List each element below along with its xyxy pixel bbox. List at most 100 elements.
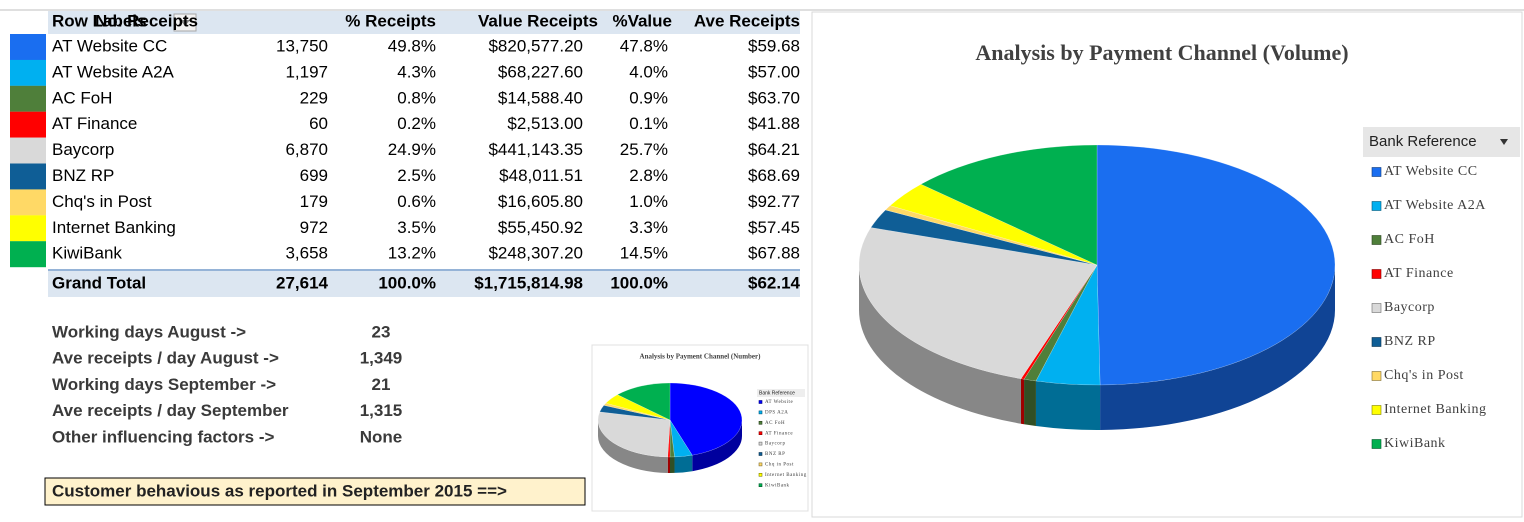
note-box <box>44 477 586 506</box>
table-cell: $67.88 <box>748 244 800 263</box>
legend-marker <box>758 420 763 425</box>
column-header: No. Receipts <box>95 11 198 30</box>
small-legend-title: Bank Reference <box>759 390 795 396</box>
table-cell: 0.8% <box>397 88 436 107</box>
table-cell: 60 <box>309 114 328 133</box>
table-cell: $2,513.00 <box>507 114 583 133</box>
stat-value: 21 <box>372 375 391 394</box>
table-cell: BNZ RP <box>52 166 114 185</box>
legend-marker <box>758 431 763 436</box>
table-cell: AT Website CC <box>52 36 167 55</box>
table-cell: $68.69 <box>748 166 800 185</box>
table-cell: 4.0% <box>629 62 668 81</box>
table-cell: $64.21 <box>748 140 800 159</box>
legend-dropdown-arrow[interactable] <box>1500 139 1508 145</box>
column-header: % Receipts <box>345 11 436 30</box>
table-cell: 3,658 <box>285 244 328 263</box>
table-cell: 24.9% <box>388 140 436 159</box>
chart-title: Analysis by Payment Channel (Volume) <box>975 40 1348 65</box>
pie-slice-side <box>1035 380 1101 430</box>
legend-marker <box>758 400 763 404</box>
legend-label: DPS A2A <box>765 411 788 416</box>
total-cell: $1,715,814.98 <box>474 273 583 292</box>
pie-slice <box>858 227 1098 379</box>
table-cell: 1,197 <box>285 62 328 81</box>
table-cell: 4.3% <box>397 62 436 81</box>
legend-label: Chq in Post <box>765 463 794 468</box>
small-legend-header-box <box>757 389 805 397</box>
pie-slice-side <box>598 420 668 473</box>
row-swatch <box>10 111 46 138</box>
table-cell: 3.5% <box>397 218 436 237</box>
column-header: Value Receipts <box>478 11 598 30</box>
pie-slice <box>1096 144 1336 386</box>
total-cell: 27,614 <box>276 273 329 292</box>
table-cell: $41.88 <box>748 114 800 133</box>
row-swatch <box>10 34 46 60</box>
legend-label: BNZ RP <box>1384 334 1436 349</box>
legend-marker <box>758 472 763 477</box>
pie-slice <box>669 382 743 456</box>
table-cell: $441,143.35 <box>488 140 583 159</box>
legend-label: Internet Banking <box>1384 402 1486 417</box>
table-cell: $57.00 <box>748 62 800 81</box>
column-header: Ave Receipts <box>694 11 800 30</box>
table-cell: $820,577.20 <box>488 36 583 55</box>
pie-slice-side <box>1100 265 1335 430</box>
legend-label: AC FoH <box>765 421 785 426</box>
pie-slice-side <box>859 265 1021 424</box>
legend-marker <box>758 483 763 488</box>
filter-button[interactable] <box>173 13 197 32</box>
legend-marker <box>758 410 763 415</box>
pie-slice-side <box>667 456 670 473</box>
table-cell: $248,307.20 <box>488 244 583 263</box>
table-cell: Internet Banking <box>52 218 176 237</box>
column-header: Row Labels <box>52 11 146 30</box>
legend-header-box[interactable] <box>1363 127 1520 157</box>
row-swatch <box>10 241 46 268</box>
legend-marker <box>758 441 763 446</box>
filter-arrow[interactable] <box>180 20 190 26</box>
table-cell: 13,750 <box>276 36 328 55</box>
legend-label: BNZ RP <box>765 452 785 457</box>
table-cell: 0.6% <box>397 192 436 211</box>
table-cell: 49.8% <box>388 36 436 55</box>
stat-value: None <box>360 427 403 446</box>
pie-slice <box>597 411 671 458</box>
pie-slice <box>889 183 1098 266</box>
table-cell: $68,227.60 <box>498 62 583 81</box>
pie-slice-side <box>674 455 693 473</box>
table-cell: 13.2% <box>388 244 436 263</box>
table-cell: 3.3% <box>629 218 668 237</box>
table-cell: 699 <box>300 166 328 185</box>
row-swatch <box>10 189 46 216</box>
stat-label: Ave receipts / day August -> <box>52 349 279 368</box>
stat-label: Working days September -> <box>52 375 276 394</box>
legend-marker <box>1371 303 1382 313</box>
pie-slice-side <box>1024 379 1036 426</box>
pie-slice <box>1023 264 1098 382</box>
pie-slice <box>885 205 1098 266</box>
total-cell: 100.0% <box>610 273 668 292</box>
pie-slice-side <box>1020 378 1025 425</box>
pie-slice <box>616 382 671 421</box>
table-cell: 47.8% <box>620 36 668 55</box>
legend-label: Baycorp <box>765 442 785 447</box>
pie-slice <box>1020 264 1098 380</box>
total-cell: Grand Total <box>52 273 146 292</box>
small-chart-title: Analysis by Payment Channel (Number) <box>640 353 762 361</box>
table-cell: $48,011.51 <box>499 166 583 185</box>
table-cell: $14,588.40 <box>498 88 583 107</box>
row-swatch <box>10 59 46 86</box>
table-cell: AC FoH <box>52 88 112 107</box>
table-cell: 6,870 <box>285 140 328 159</box>
table-cell: $59.68 <box>748 36 800 55</box>
table-cell: 0.1% <box>629 114 668 133</box>
legend-label: KiwiBank <box>765 483 790 488</box>
legend-label: Chq's in Post <box>1384 368 1464 383</box>
legend-marker <box>1371 337 1382 347</box>
row-swatch <box>10 85 46 112</box>
table-cell: 2.8% <box>629 166 668 185</box>
legend-title[interactable]: Bank Reference <box>1369 133 1477 150</box>
